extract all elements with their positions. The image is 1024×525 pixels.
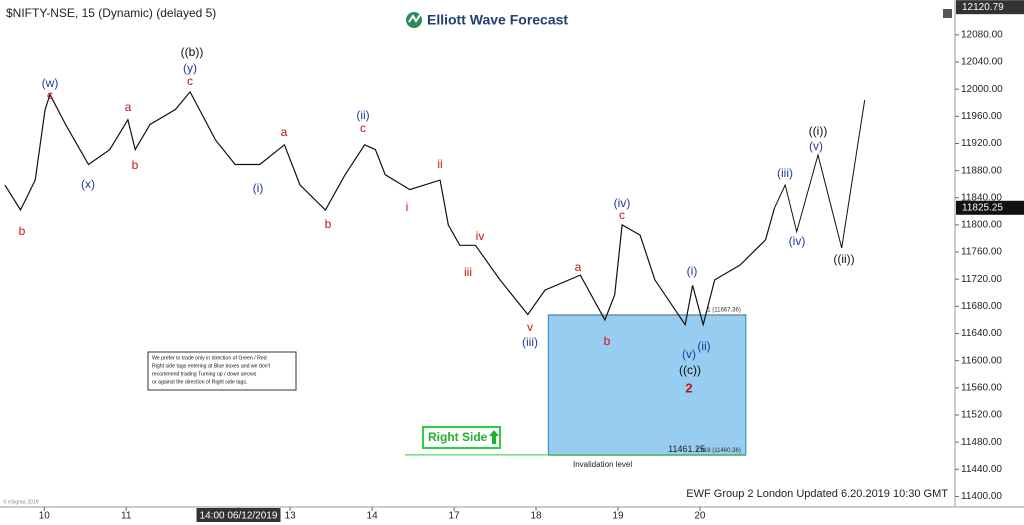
chart-title: $NIFTY-NSE, 15 (Dynamic) (delayed 5) bbox=[6, 6, 216, 20]
wave-label: (iv) bbox=[789, 234, 806, 248]
fib-label: 1 (11667.36) bbox=[707, 308, 741, 314]
wave-label: ii bbox=[437, 157, 442, 171]
y-tick-label: 12040.00 bbox=[961, 57, 1003, 68]
note-line: We prefer to trade only in direction of … bbox=[152, 355, 267, 361]
wave-label: b bbox=[325, 217, 332, 231]
wave-label: (ii) bbox=[356, 108, 369, 122]
wave-label: i bbox=[406, 200, 409, 214]
wave-label: ((i)) bbox=[809, 124, 828, 138]
y-tick-label: 11400.00 bbox=[961, 491, 1002, 502]
price-line bbox=[4, 90, 776, 328]
brand: Elliott Wave Forecast bbox=[427, 12, 568, 28]
wave-label: iv bbox=[476, 229, 485, 243]
x-tick-label: 10 bbox=[39, 511, 51, 522]
last-price: 11825.25 bbox=[962, 202, 1003, 213]
wave-label: (w) bbox=[42, 76, 59, 90]
y-tick-label: 11640.00 bbox=[961, 328, 1002, 339]
wave-label: c bbox=[187, 74, 193, 88]
up-arrow bbox=[489, 430, 499, 444]
scale-button bbox=[943, 9, 952, 18]
wave-label: (v) bbox=[809, 139, 823, 153]
wave-label: a bbox=[125, 100, 132, 114]
wave-label: c bbox=[619, 208, 625, 222]
y-tick-label: 11840.00 bbox=[961, 192, 1002, 203]
note-line: or against the direction of Right side t… bbox=[152, 379, 247, 385]
fib-label: 1.618 (11460.36) bbox=[696, 448, 741, 454]
top-price-tag bbox=[956, 0, 1024, 15]
wave-label: (y) bbox=[183, 61, 197, 75]
x-tick-label: 11 bbox=[121, 511, 132, 522]
wave-label: iii bbox=[464, 265, 472, 279]
wave-label: b bbox=[132, 158, 139, 172]
y-tick-label: 11720.00 bbox=[961, 274, 1002, 285]
note-box bbox=[147, 351, 297, 391]
wave-label: ((ii)) bbox=[833, 252, 854, 266]
y-tick-label: 11880.00 bbox=[961, 165, 1002, 176]
wave-label: c bbox=[360, 121, 366, 135]
y-tick-label: 11560.00 bbox=[961, 382, 1002, 393]
y-tick-label: 11600.00 bbox=[961, 355, 1002, 366]
x-tick-label: 20 bbox=[694, 511, 706, 522]
top-price: 12120.79 bbox=[962, 2, 1004, 13]
logo-icon bbox=[406, 12, 422, 28]
note: We prefer to trade only in direction of … bbox=[152, 355, 271, 385]
y-tick-label: 11480.00 bbox=[961, 437, 1002, 448]
x-tick-label: 17 bbox=[448, 511, 460, 522]
x-tick-label: 14:00 06/12/2019 bbox=[200, 511, 278, 522]
wave-label: v bbox=[527, 320, 533, 334]
wave-label: ((b)) bbox=[181, 45, 204, 59]
wave-label: (ii) bbox=[697, 339, 710, 353]
y-tick-label: 11760.00 bbox=[961, 247, 1002, 258]
y-tick-label: 12000.00 bbox=[961, 84, 1003, 95]
wave-label: b bbox=[19, 224, 26, 238]
copyright: © eSignal, 2019 bbox=[3, 498, 39, 505]
wave-label: (iv) bbox=[614, 196, 631, 210]
wave-label: (iii) bbox=[777, 166, 793, 180]
note-line: recommend trading Turning up / down arro… bbox=[152, 371, 257, 377]
y-tick-label: 11800.00 bbox=[961, 220, 1002, 231]
wave-label: 2 bbox=[685, 380, 692, 395]
wave-label: (v) bbox=[682, 347, 696, 361]
wave-label: b bbox=[604, 334, 611, 348]
blue-box bbox=[547, 314, 747, 456]
x-tick-label: 18 bbox=[530, 511, 542, 522]
note-line: Right side tags entering at Blue boxes a… bbox=[152, 363, 271, 369]
right-side-text: Right Side bbox=[428, 430, 488, 444]
projection-line bbox=[774, 99, 866, 249]
invalidation-text: Invalidation level bbox=[573, 460, 632, 469]
y-tick-label: 11680.00 bbox=[961, 301, 1002, 312]
wave-label: (x) bbox=[81, 177, 95, 191]
x-tick-label: 13 bbox=[285, 511, 297, 522]
y-tick-label: 11920.00 bbox=[961, 138, 1002, 149]
footer: EWF Group 2 London Updated 6.20.2019 10:… bbox=[686, 488, 948, 500]
y-tick-label: 11960.00 bbox=[961, 111, 1002, 122]
x-tick-label: 19 bbox=[612, 511, 624, 522]
wave-label: a bbox=[281, 125, 288, 139]
right-side-tag bbox=[422, 426, 501, 449]
last-price-tag bbox=[956, 200, 1024, 215]
wave-label: (i) bbox=[253, 181, 264, 195]
wave-label: (i) bbox=[687, 264, 698, 278]
x-tick-label: 14 bbox=[367, 511, 379, 522]
wave-label: a bbox=[575, 260, 582, 274]
invalidation-value: 11461.25 bbox=[668, 444, 705, 454]
x-tick-highlight bbox=[196, 508, 281, 522]
wave-label: ((c)) bbox=[679, 363, 701, 377]
wave-label: (iii) bbox=[522, 335, 538, 349]
y-tick-label: 11440.00 bbox=[961, 464, 1002, 475]
y-tick-label: 12080.00 bbox=[961, 30, 1003, 41]
y-tick-label: 11520.00 bbox=[961, 410, 1002, 421]
wave-label: c bbox=[47, 88, 53, 102]
logo-wave bbox=[408, 14, 421, 23]
